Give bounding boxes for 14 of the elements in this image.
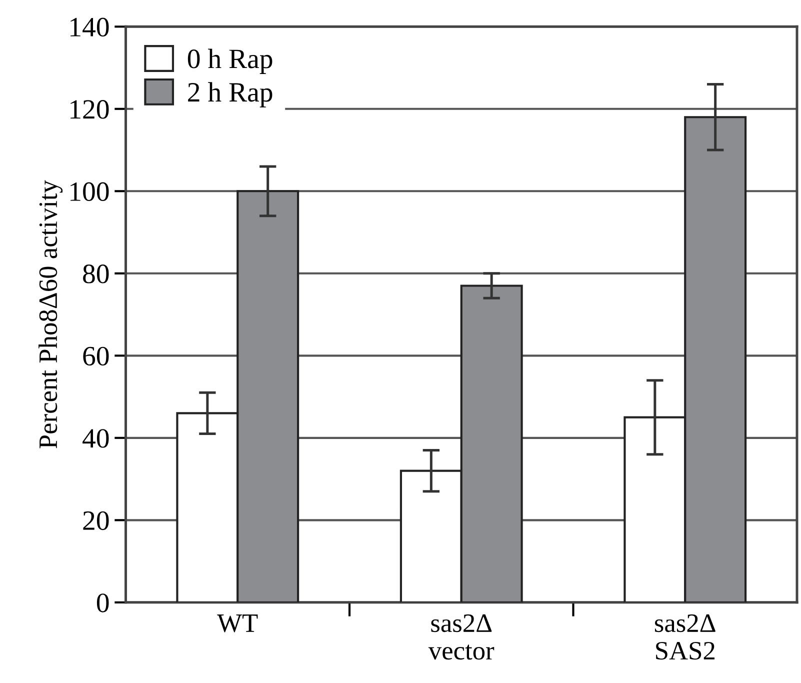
y-tick-label: 120	[70, 100, 109, 119]
legend-label: 0 h Rap	[188, 48, 272, 74]
y-tick-label: 80	[83, 264, 109, 284]
x-tick-label: WT	[217, 614, 258, 632]
legend-label: 2 h Rap	[188, 82, 272, 108]
y-tick-label: 40	[82, 429, 109, 448]
y-tick-label: 100	[70, 182, 109, 202]
y-tick-label: 20	[83, 511, 109, 530]
y-tick-label: 60	[83, 346, 109, 366]
x-tick-label: sas2Δ SAS2	[654, 614, 716, 660]
y-tick-label: 0	[96, 594, 109, 612]
y-tick-label: 140	[70, 18, 109, 37]
x-tick-label: sas2Δ vector	[428, 614, 494, 660]
y-axis-title: Percent Pho8Δ60 activity	[38, 180, 63, 448]
